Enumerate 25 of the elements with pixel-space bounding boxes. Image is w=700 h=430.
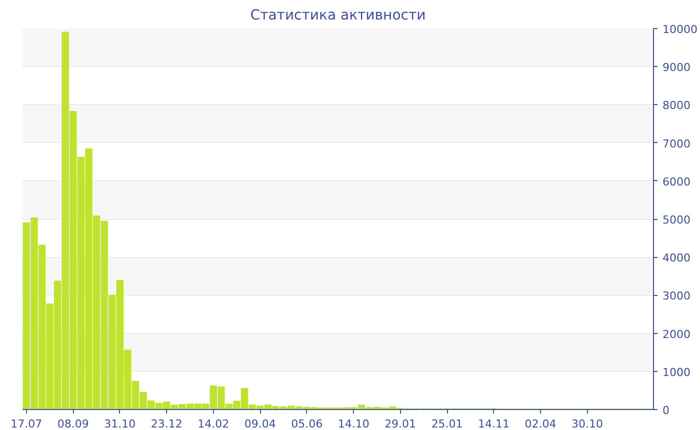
y-tick-label: 8000	[662, 99, 690, 112]
y-tick-label: 4000	[662, 252, 690, 265]
x-tick-label: 30.10	[572, 418, 604, 430]
y-tick-label: 0	[662, 404, 670, 417]
x-tick-label: 08.09	[57, 418, 89, 430]
x-tick-label: 25.01	[431, 418, 463, 430]
y-tick-label: 9000	[662, 61, 690, 74]
y-tick-label: 3000	[662, 290, 690, 303]
x-tick-label: 02.04	[524, 418, 556, 430]
y-tick-label: 2000	[662, 328, 690, 341]
x-tick-label: 09.04	[244, 418, 276, 430]
y-tick-label: 7000	[662, 137, 690, 150]
x-tick-label: 14.11	[478, 418, 510, 430]
y-tick-label: 10000	[662, 23, 698, 36]
chart-title: Статистика активности	[250, 8, 426, 24]
y-tick-label: 1000	[662, 366, 690, 379]
y-tick-label: 6000	[662, 175, 690, 188]
x-tick-label: 29.01	[384, 418, 416, 430]
x-tick-label: 14.10	[338, 418, 370, 430]
x-tick-label: 23.12	[150, 418, 182, 430]
x-tick-label: 31.10	[104, 418, 136, 430]
x-tick-label: 14.02	[198, 418, 230, 430]
x-tick-label: 05.06	[291, 418, 323, 430]
x-tick-label: 17.07	[10, 418, 42, 430]
y-tick-label: 5000	[662, 214, 690, 226]
